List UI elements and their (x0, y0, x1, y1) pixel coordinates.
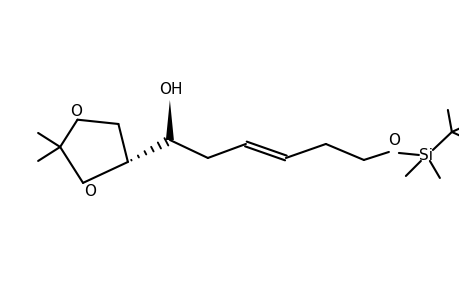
Polygon shape (166, 100, 174, 140)
Text: OH: OH (159, 82, 182, 97)
Text: O: O (84, 184, 96, 199)
Text: Si: Si (418, 148, 432, 164)
Text: O: O (387, 133, 399, 148)
Text: O: O (70, 104, 82, 119)
